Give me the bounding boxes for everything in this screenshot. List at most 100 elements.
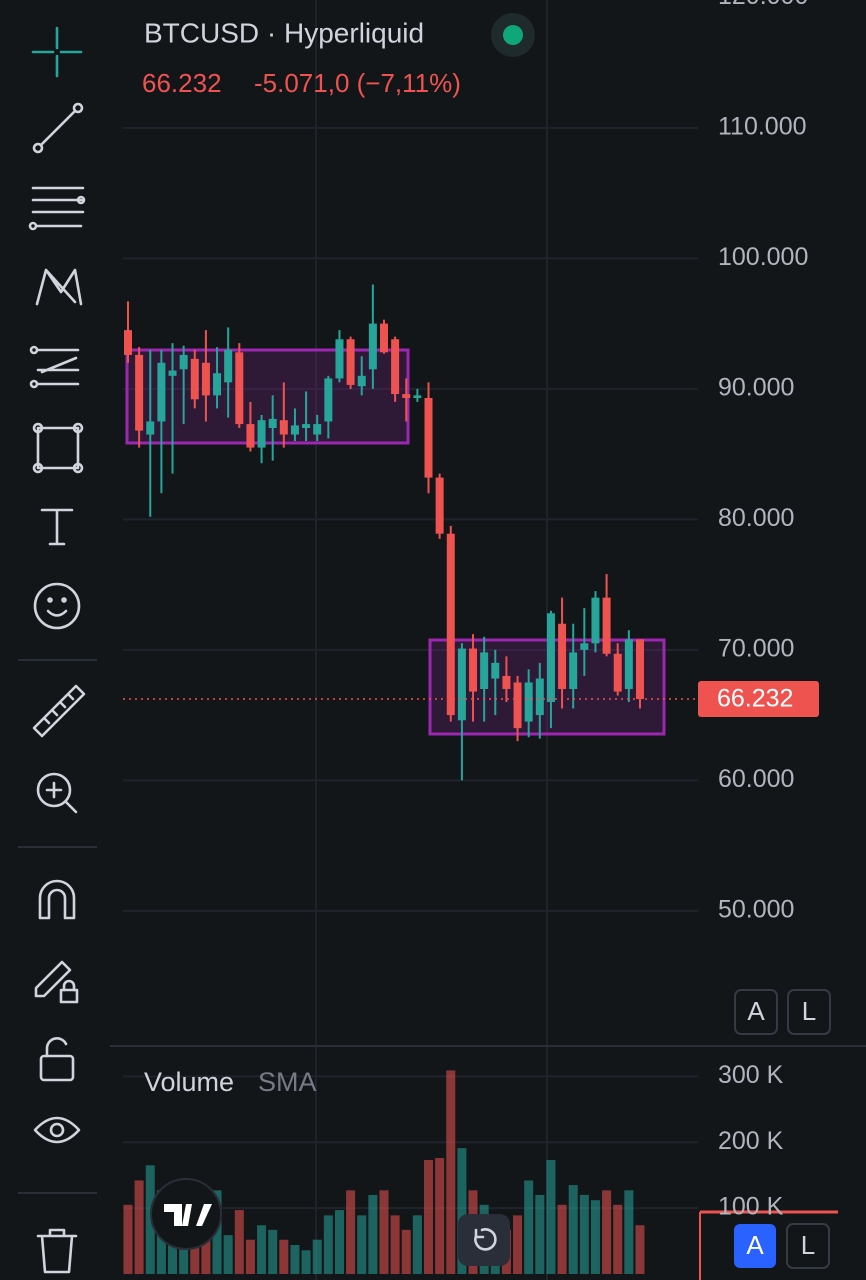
toolbar [0, 0, 110, 1280]
lock-tool[interactable] [39, 1037, 75, 1082]
candle-body [335, 339, 344, 379]
y-tick-label: 90.000 [718, 373, 794, 401]
crosshair-tool[interactable] [31, 26, 83, 78]
prediction-tool[interactable] [29, 345, 80, 389]
drawn-rectangle[interactable] [125, 348, 410, 445]
candle-body [546, 613, 555, 703]
log-scale-button[interactable]: L [787, 989, 831, 1035]
pattern-tool[interactable] [35, 268, 83, 306]
volume-bar [223, 1235, 233, 1274]
y-tick-label: 120.000 [718, 0, 808, 10]
y-tick-label: 110.000 [718, 112, 807, 140]
volume-bar [145, 1165, 155, 1274]
last-price-tag-label: 66.232 [717, 685, 793, 713]
candle-body [402, 394, 411, 398]
volume-bar [401, 1229, 411, 1274]
y-tick-label: 80.000 [718, 504, 794, 532]
candle-body [379, 323, 388, 353]
text-tool[interactable] [40, 508, 74, 546]
candle-body [513, 682, 522, 729]
candle-body [580, 643, 589, 650]
candle-body [391, 339, 400, 395]
volume-bar [424, 1160, 434, 1274]
candle-body [146, 421, 155, 435]
y-tick-label: 200 K [718, 1127, 784, 1155]
volume-bar [579, 1194, 589, 1274]
tradingview-logo[interactable] [150, 1178, 222, 1250]
button-label: A [747, 996, 765, 1026]
volume-bar [535, 1194, 545, 1274]
volume-bar [168, 1229, 178, 1274]
candle-body [357, 375, 366, 387]
symbol-title: BTCUSD · Hyperliquid [144, 17, 424, 48]
visibility-tool[interactable] [33, 1116, 81, 1144]
button-frame [734, 1224, 776, 1268]
candle-body [313, 424, 322, 435]
volume-bar [334, 1210, 344, 1274]
auto-scale-button[interactable]: A [734, 989, 778, 1035]
candle-body [457, 648, 466, 721]
candle-body [435, 477, 444, 534]
volume-bar [435, 1158, 445, 1274]
candle-body [624, 639, 633, 689]
button-frame [787, 989, 831, 1035]
volume-bar [602, 1190, 612, 1274]
y-tick-label: 50.000 [718, 895, 794, 923]
volume-bar [568, 1185, 578, 1274]
volume-bar [624, 1190, 634, 1274]
candle-body [213, 373, 222, 396]
delete-tool[interactable] [36, 1228, 78, 1274]
shape-tool[interactable] [32, 422, 84, 474]
candle-body [524, 682, 533, 722]
zoom-tool[interactable] [36, 772, 78, 814]
toolbar-bg [0, 0, 110, 1280]
candle-body [535, 678, 544, 716]
magnet-tool[interactable] [38, 879, 76, 920]
candle-body [135, 354, 144, 431]
icon-tool[interactable] [33, 582, 81, 630]
candle-body [491, 662, 500, 679]
button-frame [458, 1214, 510, 1266]
ruler-tool[interactable] [32, 684, 86, 738]
volume-subtitle: SMA [258, 1067, 317, 1097]
reset-button[interactable] [458, 1214, 510, 1266]
candle-body [368, 323, 377, 370]
candle-body [124, 330, 132, 355]
volume-bar [257, 1225, 267, 1274]
trendline-tool[interactable] [32, 102, 84, 154]
volume-title: Volume [144, 1067, 234, 1097]
y-tick-label: 100 K [718, 1193, 784, 1221]
auto-scale-button[interactable]: A [734, 1224, 776, 1268]
volume-bar [234, 1210, 244, 1274]
candle-body [446, 533, 455, 716]
volume-bar [323, 1215, 333, 1274]
log-scale-button[interactable]: L [786, 1223, 830, 1269]
candle-body [224, 349, 233, 383]
volume-bar [379, 1190, 389, 1274]
lock-drawing-tool[interactable] [34, 960, 79, 1004]
volume-bar [357, 1215, 367, 1274]
candle-body [558, 623, 567, 689]
candle-body [480, 652, 489, 689]
candle-body [602, 597, 611, 654]
volume-bar [546, 1160, 556, 1274]
button-label: L [802, 996, 816, 1026]
fib-tool[interactable] [28, 186, 86, 231]
candle-body [190, 358, 199, 400]
volume-bar [613, 1204, 623, 1274]
volume-bar [245, 1239, 255, 1274]
y-tick-label: 60.000 [718, 765, 794, 793]
volume-bar [201, 1219, 211, 1274]
price-change: -5.071,0 (−7,11%) [254, 68, 461, 98]
candle-body [324, 378, 333, 422]
volume-bar [557, 1204, 567, 1274]
volume-bar [390, 1215, 400, 1274]
candle-body [257, 420, 266, 448]
volume-bar [513, 1215, 523, 1274]
candle-body [613, 653, 622, 692]
button-label: A [746, 1230, 764, 1260]
candle-body [246, 424, 255, 448]
candle-body [346, 339, 355, 385]
last-price: 66.232 [142, 68, 222, 98]
